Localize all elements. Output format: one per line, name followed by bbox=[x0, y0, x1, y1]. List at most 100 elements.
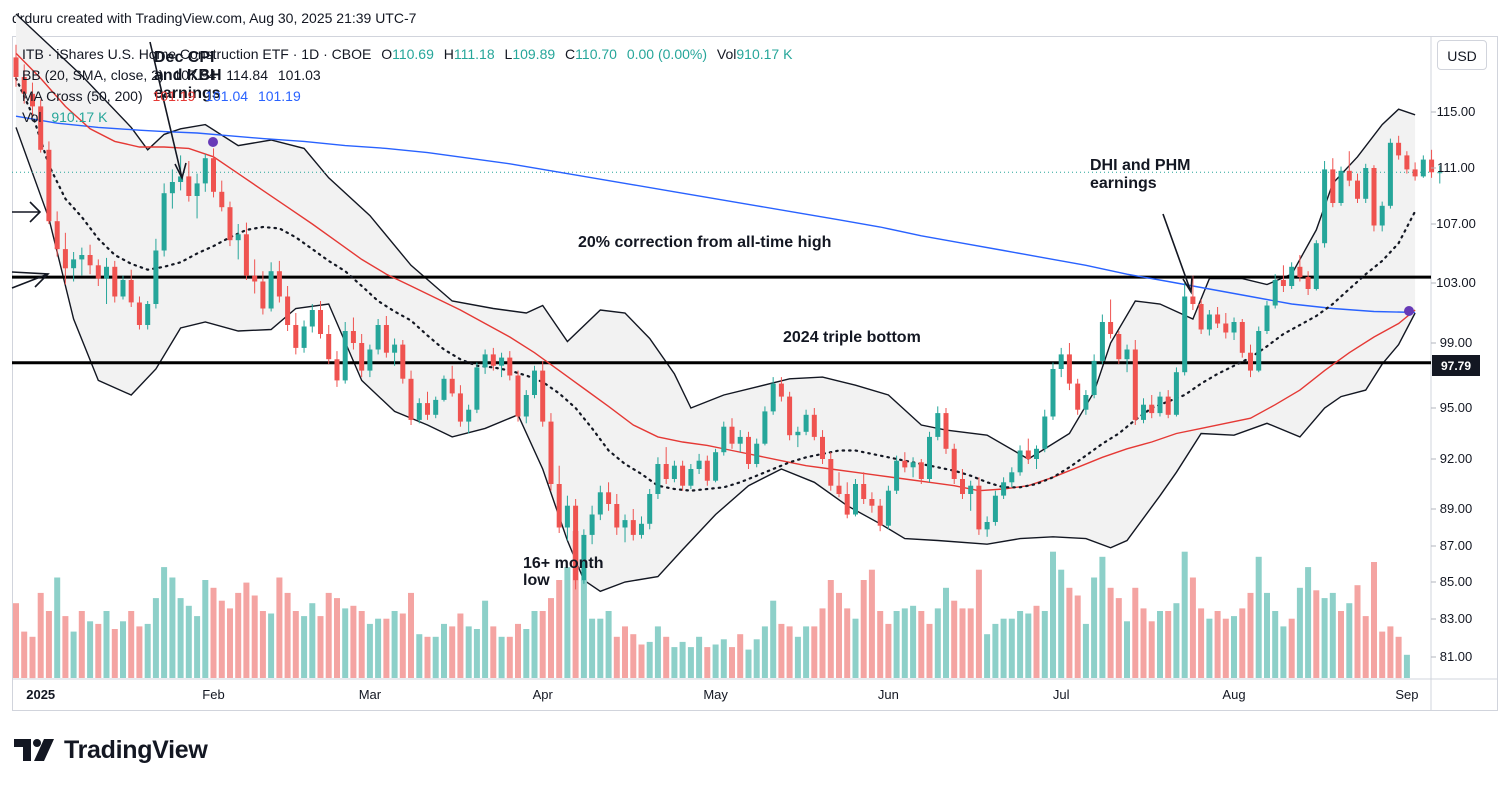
ma-marker-right[interactable] bbox=[1404, 306, 1414, 316]
candle-body bbox=[704, 460, 710, 481]
candle-body bbox=[1437, 172, 1443, 174]
volume-bar bbox=[1329, 592, 1336, 678]
candle-body bbox=[202, 158, 208, 184]
volume-bar bbox=[13, 603, 19, 678]
tradingview-logo[interactable]: TradingView bbox=[14, 735, 208, 765]
volume-bar bbox=[745, 649, 752, 678]
volume-bar bbox=[556, 580, 563, 678]
anno-low-line2: low bbox=[523, 572, 550, 589]
ma-marker-left[interactable] bbox=[208, 137, 218, 147]
candle-body bbox=[433, 399, 439, 415]
candle-body bbox=[564, 505, 570, 528]
volume-bar bbox=[646, 641, 653, 678]
candle-body bbox=[1404, 155, 1410, 170]
volume-bar bbox=[1148, 621, 1155, 678]
legend-open: O110.69 bbox=[381, 46, 434, 62]
candle-body bbox=[1239, 322, 1245, 353]
volume-bar bbox=[54, 577, 61, 678]
legend-ma-line: MA Cross (50, 200) 101.19 101.04 101.19 bbox=[22, 88, 307, 104]
volume-bar bbox=[1058, 569, 1065, 678]
volume-bar bbox=[1091, 577, 1098, 678]
volume-bar bbox=[844, 608, 851, 678]
candle-body bbox=[293, 325, 299, 348]
anno-dec-cpi-line3: earnings bbox=[154, 85, 221, 102]
currency-button[interactable]: USD bbox=[1437, 40, 1487, 70]
candle-body bbox=[589, 514, 595, 535]
candle-body bbox=[235, 234, 241, 241]
moving-averages bbox=[14, 52, 1417, 492]
volume-bar bbox=[424, 636, 431, 679]
volume-bar bbox=[1198, 608, 1205, 678]
candle-body bbox=[408, 378, 414, 420]
candle-body bbox=[918, 462, 924, 479]
volume-bar bbox=[630, 634, 637, 678]
candle-body bbox=[935, 413, 941, 437]
volume-bar bbox=[597, 618, 604, 678]
candle-body bbox=[778, 383, 784, 397]
volume-bar bbox=[548, 598, 554, 678]
volume-bar bbox=[1239, 608, 1246, 678]
candle-body bbox=[211, 158, 216, 192]
volume-bar bbox=[753, 639, 760, 678]
volume-bar bbox=[877, 611, 884, 678]
candle-body bbox=[951, 448, 957, 479]
volume-bar bbox=[432, 636, 439, 679]
candle-body bbox=[1182, 296, 1188, 373]
candle-body bbox=[828, 459, 834, 486]
candle-body bbox=[1001, 482, 1007, 496]
volume-bar bbox=[1321, 598, 1328, 678]
y-tick-label: 89.00 bbox=[1440, 501, 1473, 516]
volume-bar bbox=[465, 626, 472, 678]
volume-bar bbox=[729, 647, 735, 678]
volume-bar bbox=[737, 634, 744, 678]
volume-bar bbox=[951, 600, 958, 678]
candle-body bbox=[1396, 142, 1402, 156]
candle-body bbox=[1248, 352, 1253, 371]
candle-body bbox=[499, 357, 505, 366]
candle-body bbox=[1091, 360, 1097, 395]
candle-body bbox=[1363, 168, 1369, 199]
volume-bar bbox=[1189, 577, 1196, 678]
candle-body bbox=[285, 296, 291, 325]
volume-bar bbox=[169, 577, 176, 678]
candle-body bbox=[581, 534, 587, 581]
candle-body bbox=[1305, 277, 1311, 289]
candle-body bbox=[178, 176, 184, 182]
volume-bar bbox=[128, 611, 135, 678]
candle-body bbox=[219, 191, 225, 208]
candle-body bbox=[532, 370, 537, 395]
candle-body bbox=[38, 106, 44, 150]
legend-ma-v2: 101.04 bbox=[205, 88, 249, 104]
anno-dec-cpi-line1: Dec CPI bbox=[154, 49, 214, 66]
candle-body bbox=[836, 485, 842, 494]
volume-bar bbox=[794, 636, 801, 679]
volume-bar bbox=[227, 608, 233, 678]
volume-bar bbox=[1082, 623, 1089, 678]
volume-bar bbox=[1099, 556, 1106, 678]
volume-bar bbox=[1280, 626, 1287, 678]
candle-body bbox=[1058, 354, 1064, 369]
ma50-line bbox=[15, 52, 1416, 492]
last-price-label: 97.79 bbox=[1441, 359, 1471, 373]
volume-bar bbox=[309, 603, 316, 678]
candle-body bbox=[169, 182, 175, 194]
candle-body bbox=[902, 460, 908, 468]
candle-body bbox=[1050, 369, 1056, 417]
candle-body bbox=[861, 484, 867, 499]
volume-bar bbox=[1346, 603, 1353, 678]
volume-bar bbox=[712, 644, 719, 678]
candle-body bbox=[573, 505, 579, 581]
volume-bar bbox=[202, 580, 209, 678]
volume-bar bbox=[317, 616, 324, 678]
candles bbox=[13, 44, 1443, 590]
candle-body bbox=[375, 325, 381, 350]
volume-bar bbox=[62, 616, 69, 678]
x-tick-label: Feb bbox=[202, 687, 224, 702]
candle-body bbox=[482, 354, 488, 368]
x-tick-label: Sep bbox=[1395, 687, 1418, 702]
candle-body bbox=[62, 249, 68, 269]
legend-low: L109.89 bbox=[504, 46, 556, 62]
y-tick-label: 107.00 bbox=[1436, 216, 1476, 231]
candle-body bbox=[1322, 169, 1328, 244]
